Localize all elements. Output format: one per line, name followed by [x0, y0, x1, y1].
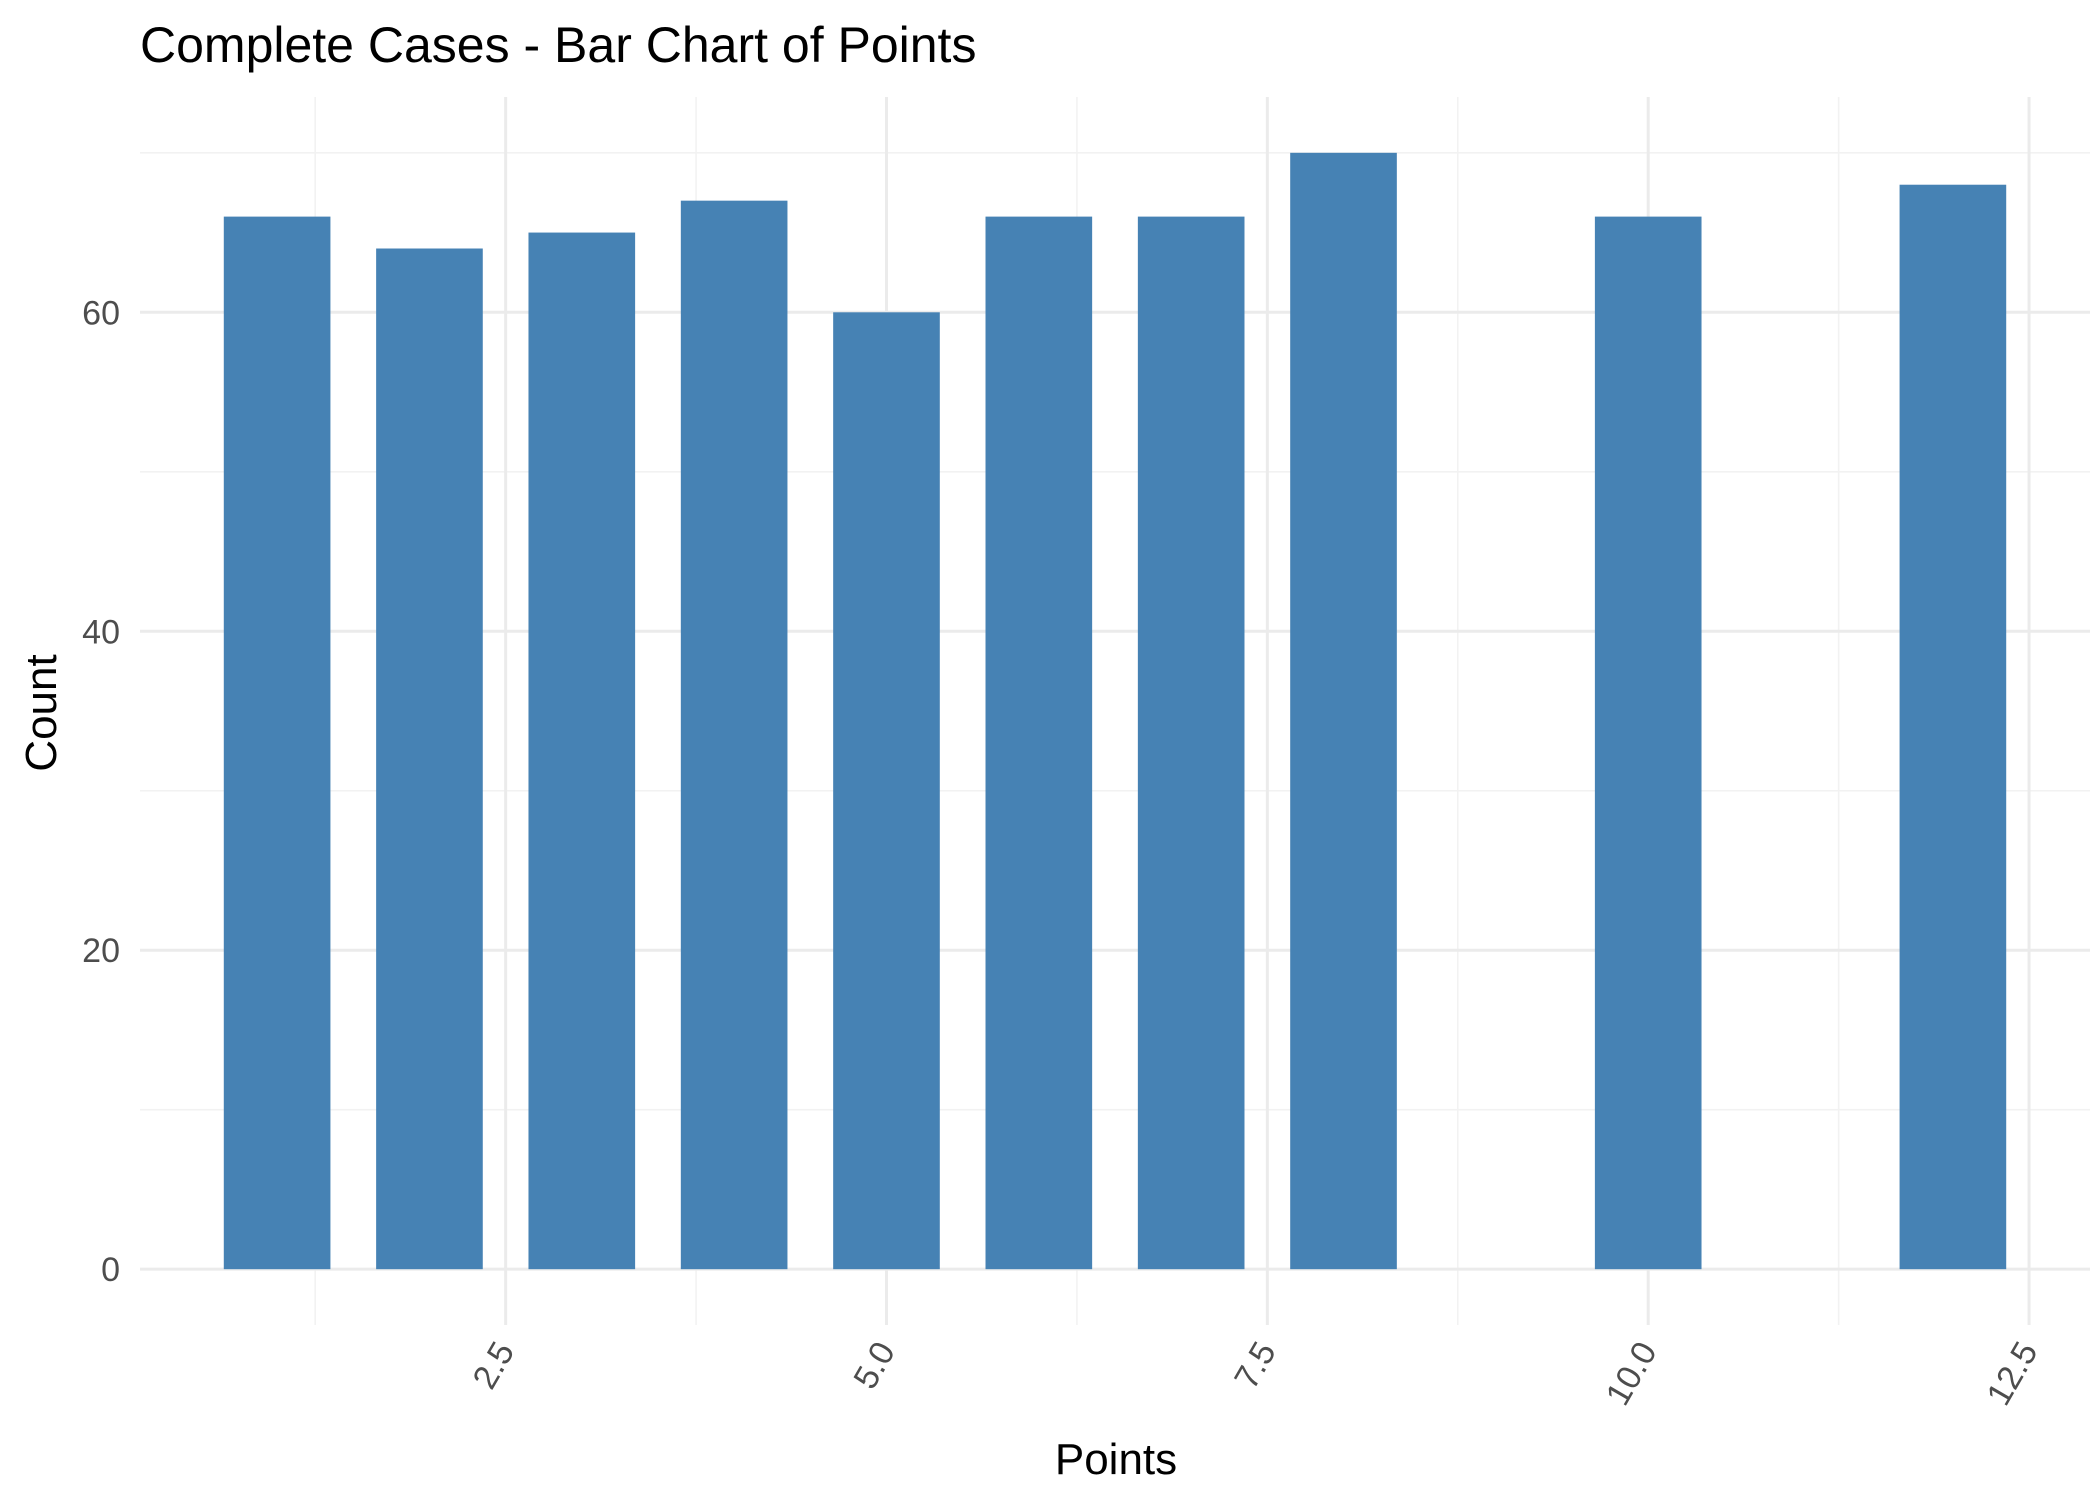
y-tick-labels: 0 20 40 60 — [82, 294, 120, 1289]
x-tick-label: 12.5 — [1980, 1336, 2046, 1412]
bar — [985, 216, 1093, 1270]
bar — [1137, 216, 1245, 1270]
x-tick-label: 7.5 — [1227, 1336, 1284, 1396]
y-tick-label: 0 — [101, 1251, 120, 1289]
x-tick-label: 5.0 — [846, 1336, 903, 1396]
bar — [528, 232, 636, 1270]
y-tick-label: 20 — [82, 932, 120, 970]
bar — [833, 312, 940, 1270]
y-tick-label: 60 — [82, 294, 120, 332]
y-axis-title: Count — [17, 654, 66, 771]
bar — [1594, 216, 1702, 1270]
x-axis-title: Points — [1055, 1435, 1177, 1484]
bar — [376, 248, 483, 1270]
bars — [223, 152, 2007, 1270]
bar — [1290, 152, 1397, 1270]
y-tick-label: 40 — [82, 613, 120, 651]
x-tick-labels: 2.5 5.0 7.5 10.0 12.5 — [466, 1336, 2046, 1412]
bar — [1899, 184, 2007, 1270]
x-tick-label: 2.5 — [466, 1336, 523, 1396]
bar — [680, 200, 788, 1270]
x-tick-label: 10.0 — [1599, 1336, 1665, 1412]
bar — [223, 216, 331, 1270]
chart-title: Complete Cases - Bar Chart of Points — [140, 17, 976, 73]
